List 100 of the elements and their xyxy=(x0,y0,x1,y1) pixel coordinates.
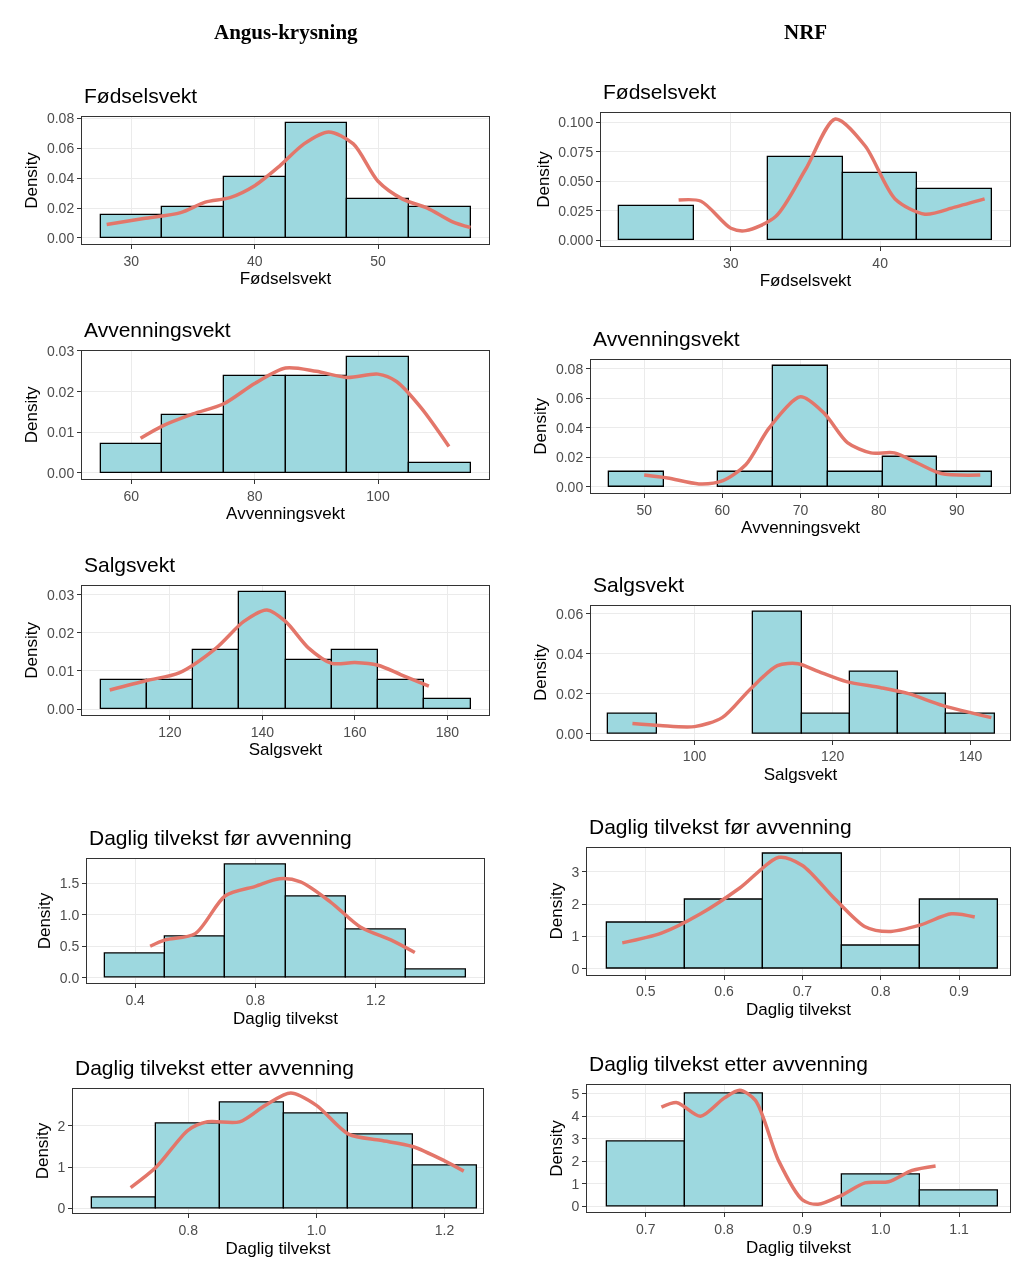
y-tick-label: 2 xyxy=(571,1153,580,1170)
y-tick-label: 0.075 xyxy=(558,143,594,160)
y-tick-label: 0.03 xyxy=(46,586,75,603)
y-tick-label: 0 xyxy=(57,1200,66,1217)
x-axis-title: Salgsvekt xyxy=(248,740,323,760)
x-tick-label: 70 xyxy=(792,501,809,518)
y-tick-label: 0.01 xyxy=(46,662,75,679)
line-series xyxy=(104,130,473,230)
line-series xyxy=(148,876,417,955)
y-tick-label: 0.08 xyxy=(555,360,584,377)
x-tick-label: 1.0 xyxy=(871,1221,891,1238)
y-tick-label: 3 xyxy=(571,863,580,880)
line-series xyxy=(128,1091,466,1190)
y-tick-label: 2 xyxy=(571,896,580,913)
x-tick-label: 60 xyxy=(123,487,140,504)
y-tick-label: 0 xyxy=(571,1198,580,1215)
y-axis-title: Density xyxy=(531,397,551,455)
y-tick-label: 0.100 xyxy=(558,114,594,131)
x-tick-label: 1.2 xyxy=(434,1222,455,1239)
y-tick-label: 0.00 xyxy=(46,700,75,717)
y-axis-title: Density xyxy=(546,1119,566,1177)
y-tick-label: 1 xyxy=(571,928,580,945)
x-tick-label: 160 xyxy=(343,723,367,740)
x-tick-label: 50 xyxy=(636,501,653,518)
y-axis-title: Density xyxy=(22,386,42,444)
y-tick-label: 1 xyxy=(57,1158,66,1175)
y-tick-label: 0 xyxy=(571,960,580,977)
line-series xyxy=(138,365,451,449)
x-tick-label: 100 xyxy=(682,748,707,765)
x-tick-label: 0.8 xyxy=(871,983,891,1000)
y-tick-label: 0.02 xyxy=(555,449,584,466)
x-tick-label: 0.6 xyxy=(714,983,735,1000)
chart-title: Fødselsvekt xyxy=(603,80,717,103)
chart-title: Salgsvekt xyxy=(593,573,685,596)
chart-title: Fødselsvekt xyxy=(84,84,198,107)
line-series xyxy=(659,1088,938,1207)
x-tick-label: 80 xyxy=(246,487,263,504)
chart-title: Salgsvekt xyxy=(84,553,176,576)
y-axis-title: Density xyxy=(22,621,42,679)
y-tick-label: 0.02 xyxy=(46,200,75,217)
y-tick-label: 0.01 xyxy=(46,424,75,441)
y-tick-label: 0.00 xyxy=(555,725,584,742)
y-tick-label: 1.5 xyxy=(59,875,80,892)
y-tick-label: 0.00 xyxy=(555,478,584,495)
x-tick-label: 0.8 xyxy=(714,1221,735,1238)
y-tick-label: 0.06 xyxy=(555,390,584,407)
text: NRF xyxy=(784,20,828,44)
chart-title: Avvenningsvekt xyxy=(593,327,740,350)
y-tick-label: 0.04 xyxy=(555,419,584,436)
x-tick-label: 0.9 xyxy=(792,1221,813,1238)
y-axis-title: Density xyxy=(32,1122,52,1180)
x-axis-title: Salgsvekt xyxy=(763,764,838,784)
y-tick-label: 0.050 xyxy=(558,173,594,190)
y-tick-label: 2 xyxy=(57,1117,66,1134)
line-series xyxy=(630,661,994,729)
x-axis-title: Daglig tilvekst xyxy=(746,999,852,1019)
x-tick-label: 30 xyxy=(723,254,739,271)
x-tick-label: 80 xyxy=(870,501,887,518)
y-tick-label: 1 xyxy=(571,1175,580,1192)
chart-title: Daglig tilvekst etter avvenning xyxy=(75,1056,354,1079)
y-tick-label: 3 xyxy=(571,1130,580,1147)
x-tick-label: 0.7 xyxy=(636,1221,656,1238)
chart-title: Daglig tilvekst etter avvenning xyxy=(589,1052,868,1075)
x-tick-label: 120 xyxy=(820,748,845,765)
x-axis-title: Daglig tilvekst xyxy=(225,1238,331,1258)
y-tick-label: 0.04 xyxy=(555,645,584,662)
y-tick-label: 0.02 xyxy=(46,383,75,400)
y-axis-title: Density xyxy=(35,892,55,950)
x-tick-label: 1.0 xyxy=(306,1222,327,1239)
y-tick-label: 0.025 xyxy=(558,202,594,219)
y-tick-label: 5 xyxy=(571,1085,580,1102)
x-tick-label: 0.7 xyxy=(792,983,813,1000)
chart-title: Avvenningsvekt xyxy=(84,318,231,341)
x-axis-title: Daglig tilvekst xyxy=(233,1008,339,1028)
x-tick-label: 90 xyxy=(949,501,965,518)
y-axis-title: Density xyxy=(546,882,566,940)
y-tick-label: 0.04 xyxy=(46,170,75,187)
x-axis-title: Avvenningsvekt xyxy=(226,504,346,524)
x-tick-label: 30 xyxy=(123,252,140,269)
line-series xyxy=(642,395,983,486)
y-tick-label: 0.06 xyxy=(46,140,75,157)
x-tick-label: 140 xyxy=(250,723,275,740)
line-series xyxy=(108,608,431,692)
y-tick-label: 0.00 xyxy=(46,229,75,246)
x-tick-label: 1.1 xyxy=(949,1221,970,1238)
line-series xyxy=(676,117,987,233)
y-tick-label: 1.0 xyxy=(59,906,80,923)
x-axis-title: Fødselsvekt xyxy=(239,269,332,289)
y-tick-label: 0.08 xyxy=(46,110,75,127)
y-tick-label: 4 xyxy=(571,1108,580,1125)
x-tick-label: 0.4 xyxy=(125,992,146,1009)
text: Angus-krysning xyxy=(214,20,359,44)
x-tick-label: 0.9 xyxy=(949,983,970,1000)
chart-title: Daglig tilvekst før avvenning xyxy=(589,815,852,838)
x-tick-label: 120 xyxy=(158,723,182,740)
x-axis-title: Daglig tilvekst xyxy=(746,1237,852,1257)
y-tick-label: 0.06 xyxy=(555,605,584,622)
y-tick-label: 0.00 xyxy=(46,464,75,481)
x-tick-label: 0.8 xyxy=(178,1222,199,1239)
x-tick-label: 180 xyxy=(435,723,460,740)
